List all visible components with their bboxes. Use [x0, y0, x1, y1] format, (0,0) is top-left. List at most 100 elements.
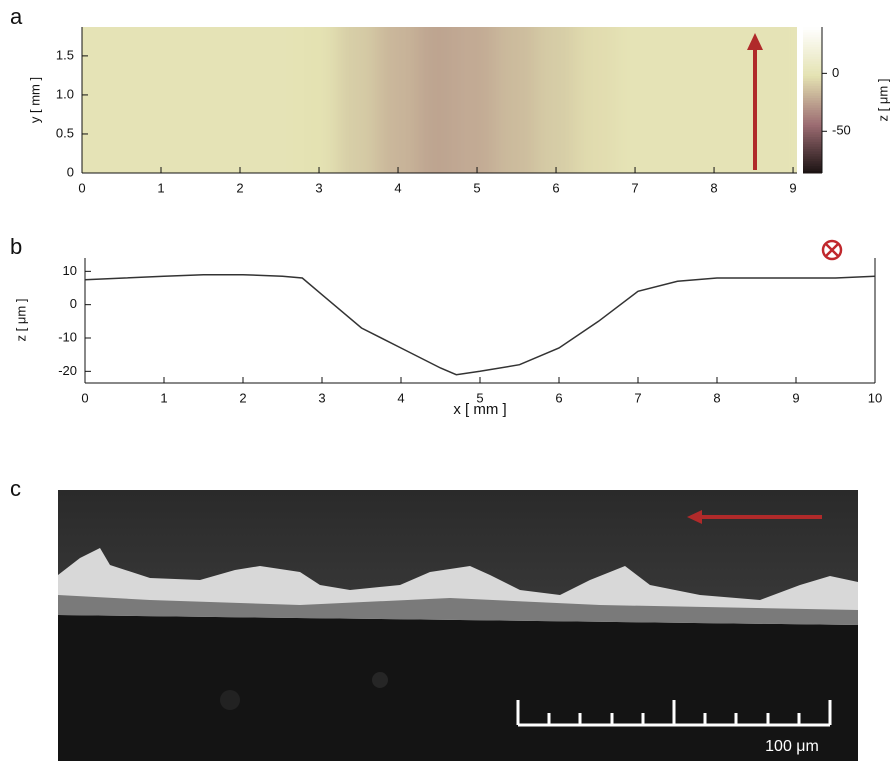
x-tick-label: 4	[394, 180, 401, 195]
colorbar-segment	[803, 100, 822, 103]
colorbar-segment	[803, 92, 822, 96]
x-tick-label: 0	[78, 180, 85, 195]
colorbar-segment	[803, 41, 822, 45]
x-tick-label: 7	[634, 390, 641, 405]
into-page-symbol	[821, 239, 843, 261]
colorbar-segment	[803, 53, 822, 57]
heatmap-cell	[100, 27, 143, 173]
heatmap-cell	[337, 27, 380, 173]
heatmap-cell	[82, 27, 103, 173]
heatmap-cell	[179, 27, 222, 173]
y-tick-label: 0	[67, 164, 74, 179]
colorbar-segment	[803, 82, 822, 86]
x-tick-label: 4	[397, 390, 404, 405]
colorbar-segment	[803, 121, 822, 125]
y-tick-label: 1.5	[56, 47, 74, 62]
y-axis-label: z [ μm ]	[13, 299, 28, 342]
colorbar-segment	[803, 95, 822, 99]
colorbar-segment	[803, 73, 822, 77]
panel-label: a	[10, 4, 23, 29]
x-tick-label: 9	[792, 390, 799, 405]
panel-label: b	[10, 234, 22, 259]
x-tick-label: 9	[789, 180, 796, 195]
colorbar-segment	[803, 87, 822, 91]
colorbar-segment	[803, 46, 822, 50]
colorbar-segment	[803, 34, 822, 38]
scale-bar-label: 100 μm	[765, 738, 819, 755]
colorbar-segment	[803, 148, 822, 152]
colorbar-segment	[803, 68, 822, 72]
colorbar-segment	[803, 146, 822, 150]
heatmap-cell	[219, 27, 261, 173]
colorbar-segment	[803, 51, 822, 55]
colorbar-label: z [ μm ]	[875, 79, 890, 122]
heatmap-cell	[377, 27, 419, 173]
colorbar-segment	[803, 29, 822, 33]
colorbar-segment	[803, 44, 822, 47]
y-tick-label: -10	[58, 329, 77, 344]
colorbar-segment	[803, 85, 822, 89]
heatmap-cell	[653, 27, 696, 173]
colorbar-segment	[803, 129, 822, 133]
x-tick-label: 6	[555, 390, 562, 405]
colorbar-segment	[803, 170, 822, 174]
panel-label: c	[10, 476, 21, 501]
colorbar-tick-label: 0	[832, 65, 839, 80]
colorbar-segment	[803, 58, 822, 62]
x-tick-label: 10	[868, 390, 882, 405]
colorbar-segment	[803, 90, 822, 94]
y-tick-label: 10	[63, 263, 77, 278]
y-tick-label: 0	[70, 296, 77, 311]
heatmap-cell	[416, 27, 459, 173]
heatmap-cell	[140, 27, 182, 173]
heatmap-cell	[535, 27, 577, 173]
colorbar-segment	[803, 56, 822, 60]
colorbar-segment	[803, 151, 822, 155]
x-tick-label: 2	[236, 180, 243, 195]
heatmap-cell	[495, 27, 538, 173]
colorbar-segment	[803, 78, 822, 82]
heatmap-cell	[258, 27, 301, 173]
colorbar-segment	[803, 155, 822, 159]
x-tick-label: 2	[239, 390, 246, 405]
colorbar-segment	[803, 63, 822, 67]
colorbar-segment	[803, 104, 822, 108]
colorbar-segment	[803, 48, 822, 52]
colorbar-segment	[803, 131, 822, 135]
colorbar-segment	[803, 163, 822, 167]
x-tick-label: 3	[318, 390, 325, 405]
x-axis-label: x [ mm ]	[453, 401, 506, 418]
heatmap-area	[82, 27, 797, 173]
y-axis-label: y [ mm ]	[27, 77, 42, 123]
colorbar-segment	[803, 65, 822, 69]
colorbar-segment	[803, 102, 822, 106]
colorbar-segment	[803, 153, 822, 157]
colorbar-segment	[803, 117, 822, 120]
x-tick-label: 7	[631, 180, 638, 195]
sem-image	[58, 490, 858, 761]
heatmap-cells	[82, 27, 797, 173]
x-tick-label: 0	[81, 390, 88, 405]
colorbar-segment	[803, 160, 822, 164]
y-tick-label: -20	[58, 363, 77, 378]
colorbar-segment	[803, 97, 822, 101]
colorbar-segment	[803, 138, 822, 142]
colorbar-segment	[803, 165, 822, 169]
heatmap-cell	[456, 27, 498, 173]
colorbar-segment	[803, 80, 822, 84]
heatmap-cell	[298, 27, 340, 173]
colorbar-segment	[803, 119, 822, 123]
colorbar-segment	[803, 61, 822, 64]
colorbar-segment	[803, 114, 822, 118]
heatmap-cell	[614, 27, 656, 173]
colorbar-segment	[803, 107, 822, 111]
colorbar-segment	[803, 126, 822, 130]
heatmap-cell	[574, 27, 617, 173]
x-tick-label: 6	[552, 180, 559, 195]
colorbar-segment	[803, 141, 822, 145]
colorbar-tick-label: -50	[832, 123, 851, 138]
arrow-head	[747, 33, 763, 50]
x-tick-label: 1	[157, 180, 164, 195]
heatmap-cell	[693, 27, 735, 173]
